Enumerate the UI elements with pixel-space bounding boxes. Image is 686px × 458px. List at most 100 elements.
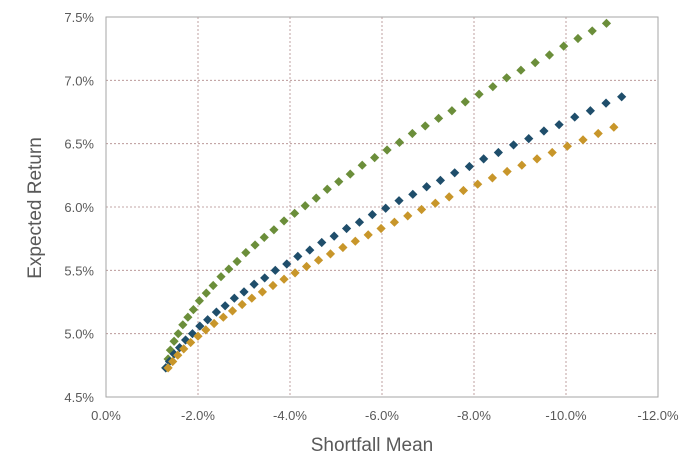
data-point (450, 168, 460, 178)
data-point (169, 336, 179, 346)
data-point (601, 18, 612, 28)
data-point (317, 237, 327, 248)
x-tick-label: 0.0% (91, 408, 121, 423)
data-point (573, 33, 583, 44)
series-layer (161, 18, 627, 373)
data-point (389, 217, 400, 227)
data-point (435, 175, 446, 185)
data-point (357, 160, 367, 170)
data-point (559, 41, 569, 51)
data-point (474, 89, 484, 99)
data-point (458, 185, 469, 196)
data-point (325, 249, 336, 259)
data-point (329, 231, 339, 241)
data-point (479, 154, 489, 164)
x-tick-label: -10.0% (545, 408, 587, 423)
data-point (562, 141, 572, 151)
data-point (279, 274, 289, 284)
data-point (290, 268, 300, 278)
y-tick-label: 7.0% (64, 73, 94, 88)
data-point (601, 98, 611, 108)
data-point (354, 217, 365, 227)
data-point (517, 160, 527, 170)
data-point (433, 113, 444, 123)
data-point (524, 134, 534, 144)
y-tick-label: 5.0% (64, 327, 94, 342)
data-point (211, 307, 221, 317)
data-point (175, 343, 185, 353)
series-2 (161, 92, 627, 373)
data-point (201, 325, 211, 335)
data-point (334, 177, 344, 187)
data-point (208, 280, 218, 291)
data-point (382, 145, 392, 155)
data-point (232, 256, 242, 267)
data-point (250, 240, 260, 250)
data-point (322, 184, 332, 194)
x-axis-ticks: 0.0% -2.0% -4.0% -6.0% -8.0% -10.0% -12.0% (91, 408, 679, 423)
data-point (293, 251, 303, 261)
y-tick-label: 6.5% (64, 137, 94, 152)
data-point (188, 305, 198, 315)
data-point (260, 273, 270, 283)
data-point (173, 329, 183, 339)
data-point (247, 293, 257, 303)
data-point (345, 169, 355, 179)
data-point (224, 264, 234, 274)
data-point (209, 318, 219, 329)
data-point (305, 245, 315, 255)
data-point (338, 242, 348, 253)
data-point (311, 193, 321, 203)
x-tick-label: -4.0% (273, 408, 307, 423)
data-point (502, 166, 512, 177)
y-tick-label: 7.5% (64, 10, 94, 25)
data-point (270, 265, 280, 275)
data-point (460, 97, 470, 107)
data-point (381, 203, 391, 213)
data-point (363, 230, 373, 240)
y-tick-label: 4.5% (64, 390, 94, 405)
data-point (547, 147, 557, 158)
data-point (447, 106, 457, 116)
data-point (578, 135, 588, 145)
data-point (195, 321, 205, 331)
data-point (169, 349, 179, 359)
data-point (609, 122, 619, 132)
data-point (165, 345, 175, 355)
data-point (376, 223, 386, 234)
data-point (218, 312, 228, 322)
data-point (394, 196, 404, 206)
data-point (229, 293, 239, 303)
data-point (570, 112, 580, 122)
data-point (587, 26, 597, 36)
y-axis-title: Expected Return (25, 137, 46, 279)
data-point (237, 299, 247, 310)
data-point (464, 161, 474, 172)
data-point (422, 182, 432, 192)
data-point (585, 106, 595, 116)
data-point (173, 350, 183, 360)
data-point (420, 121, 430, 131)
data-point (279, 216, 289, 226)
data-point (341, 223, 352, 234)
y-axis-ticks: 4.5% 5.0% 5.5% 6.0% 6.5% 7.0% 7.5% (64, 10, 94, 405)
data-point (220, 301, 230, 311)
y-tick-label: 5.5% (64, 263, 94, 278)
data-point (530, 58, 540, 68)
data-point (416, 204, 427, 215)
x-tick-label: -12.0% (637, 408, 679, 423)
data-point (178, 320, 188, 330)
data-point (407, 128, 417, 139)
x-axis-title: Shortfall Mean (311, 435, 434, 456)
data-point (350, 236, 360, 246)
plot-area-frame (105, 16, 659, 398)
data-point (593, 128, 603, 139)
data-point (444, 192, 454, 202)
x-tick-label: -8.0% (457, 408, 491, 423)
data-point (617, 92, 627, 102)
data-point (532, 154, 542, 164)
data-point (493, 147, 503, 158)
data-point (370, 153, 380, 163)
